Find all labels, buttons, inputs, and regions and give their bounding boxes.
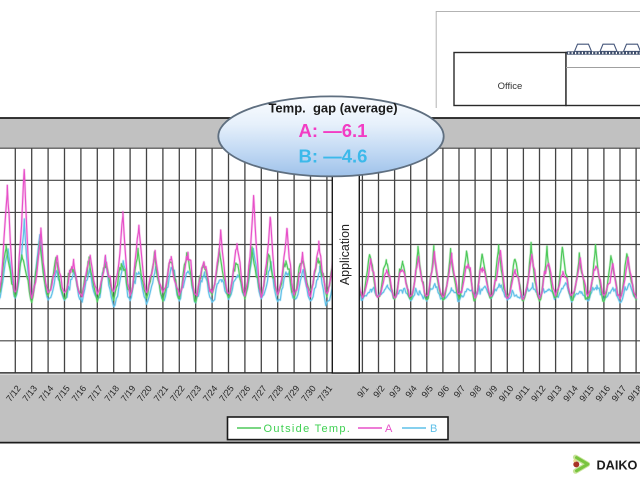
svg-text:A: A xyxy=(385,423,393,435)
svg-text:B: —4.6: B: —4.6 xyxy=(299,146,368,167)
svg-text:B: B xyxy=(430,423,437,435)
svg-text:Application: Application xyxy=(338,224,352,285)
svg-text:DAIKO: DAIKO xyxy=(597,459,638,473)
svg-text:A: —6.1: A: —6.1 xyxy=(299,120,368,141)
svg-text:Temp. gap (average): Temp. gap (average) xyxy=(268,101,397,116)
svg-text:Outside Temp.: Outside Temp. xyxy=(264,423,352,435)
svg-text:Office: Office xyxy=(498,81,523,92)
